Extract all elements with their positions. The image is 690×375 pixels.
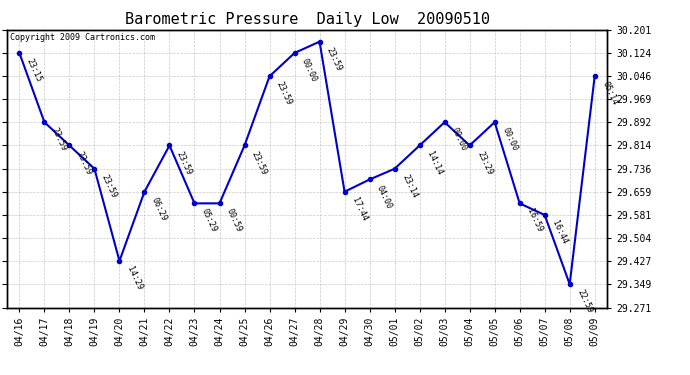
Text: 00:59: 00:59 <box>225 207 244 234</box>
Text: 16:44: 16:44 <box>550 219 569 246</box>
Text: 23:59: 23:59 <box>175 150 194 176</box>
Text: 23:15: 23:15 <box>25 57 43 84</box>
Text: Copyright 2009 Cartronics.com: Copyright 2009 Cartronics.com <box>10 33 155 42</box>
Title: Barometric Pressure  Daily Low  20090510: Barometric Pressure Daily Low 20090510 <box>125 12 489 27</box>
Text: 23:59: 23:59 <box>325 46 344 72</box>
Text: 23:59: 23:59 <box>75 150 94 176</box>
Text: 05:29: 05:29 <box>200 207 219 234</box>
Text: 00:00: 00:00 <box>300 57 319 84</box>
Text: 05:14: 05:14 <box>600 80 619 107</box>
Text: 23:59: 23:59 <box>100 173 119 200</box>
Text: 23:59: 23:59 <box>250 150 269 176</box>
Text: 06:29: 06:29 <box>150 196 169 222</box>
Text: 23:59: 23:59 <box>275 80 294 107</box>
Text: 17:44: 17:44 <box>350 196 369 222</box>
Text: 23:29: 23:29 <box>475 150 494 176</box>
Text: 14:14: 14:14 <box>425 150 444 176</box>
Text: 23:14: 23:14 <box>400 173 419 200</box>
Text: 16:59: 16:59 <box>525 207 544 234</box>
Text: 00:00: 00:00 <box>450 126 469 153</box>
Text: 14:29: 14:29 <box>125 265 144 292</box>
Text: 00:00: 00:00 <box>500 126 519 153</box>
Text: 04:00: 04:00 <box>375 184 394 210</box>
Text: 23:59: 23:59 <box>50 126 69 153</box>
Text: 22:59: 22:59 <box>575 288 594 315</box>
